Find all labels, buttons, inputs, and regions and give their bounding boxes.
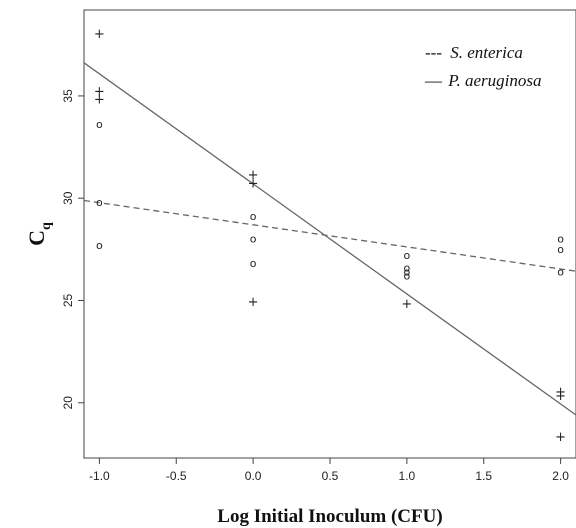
data-point-series-1: + bbox=[94, 84, 105, 99]
data-point-series-1: + bbox=[248, 295, 259, 310]
y-axis: 20 25 30 35 bbox=[61, 89, 84, 410]
legend-entry-s-enterica: --- S. enterica bbox=[425, 43, 523, 62]
data-point-series-0: o bbox=[250, 233, 257, 246]
data-point-series-0: o bbox=[557, 243, 564, 256]
y-tick-label: 20 bbox=[61, 396, 75, 410]
legend-prefix-p-aeruginosa: — bbox=[424, 71, 443, 90]
data-point-series-0: o bbox=[557, 265, 564, 278]
data-point-series-0: o bbox=[96, 118, 103, 131]
data-point-series-1: + bbox=[555, 430, 566, 445]
y-axis-title-subscript: q bbox=[39, 222, 54, 230]
regression-lines bbox=[84, 62, 576, 416]
fit-line-series-1 bbox=[84, 62, 576, 416]
data-point-series-0: o bbox=[404, 269, 411, 282]
x-tick-label: 1.0 bbox=[399, 469, 416, 483]
legend-label-s-enterica: S. enterica bbox=[450, 43, 523, 62]
data-point-series-0: o bbox=[96, 196, 103, 209]
data-point-series-0: o bbox=[404, 249, 411, 262]
x-tick-label: -0.5 bbox=[166, 469, 187, 483]
data-point-series-1: + bbox=[94, 93, 105, 108]
data-point-series-0: o bbox=[404, 265, 411, 278]
x-axis-title: Log Initial Inoculum (CFU) bbox=[217, 506, 442, 527]
x-axis: -1.0 -0.5 0.0 0.5 1.0 1.5 2.0 bbox=[89, 458, 569, 483]
fit-line-series-0 bbox=[84, 199, 576, 272]
data-point-series-1: + bbox=[555, 385, 566, 400]
data-point-series-1: + bbox=[94, 27, 105, 42]
x-tick-label: 2.0 bbox=[552, 469, 569, 483]
legend-label-p-aeruginosa: P. aeruginosa bbox=[447, 71, 541, 90]
data-point-series-0: o bbox=[250, 210, 257, 223]
y-tick-label: 30 bbox=[61, 191, 75, 205]
legend-entry-p-aeruginosa: — P. aeruginosa bbox=[424, 71, 541, 90]
y-axis-title-main: C bbox=[24, 230, 49, 246]
data-point-series-1: + bbox=[248, 168, 259, 183]
data-point-series-1: + bbox=[401, 297, 412, 312]
y-tick-label: 35 bbox=[61, 89, 75, 103]
x-tick-label: 0.5 bbox=[322, 469, 339, 483]
legend-prefix-s-enterica: --- bbox=[425, 43, 442, 62]
data-point-series-1: + bbox=[248, 176, 259, 191]
y-tick-label: 25 bbox=[61, 293, 75, 307]
data-point-series-0: o bbox=[96, 239, 103, 252]
data-point-series-0: o bbox=[250, 257, 257, 270]
x-tick-label: 0.0 bbox=[245, 469, 262, 483]
x-tick-label: -1.0 bbox=[89, 469, 110, 483]
x-tick-label: 1.5 bbox=[475, 469, 492, 483]
data-point-series-0: o bbox=[557, 233, 564, 246]
y-axis-title: Cq bbox=[24, 222, 54, 246]
data-point-series-1: + bbox=[555, 389, 566, 404]
legend: --- S. enterica — P. aeruginosa bbox=[424, 43, 541, 90]
data-point-series-0: o bbox=[404, 261, 411, 274]
